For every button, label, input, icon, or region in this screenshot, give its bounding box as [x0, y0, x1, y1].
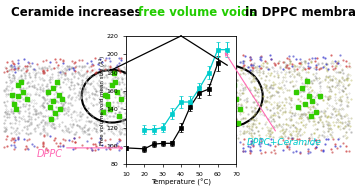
- Y-axis label: Free volume void mean size (Å³): Free volume void mean size (Å³): [99, 56, 105, 145]
- Text: Ceramide increases: Ceramide increases: [11, 6, 145, 19]
- Text: DPPC+Ceramide: DPPC+Ceramide: [247, 138, 321, 147]
- Text: free volume voids: free volume voids: [138, 6, 257, 19]
- X-axis label: Temperature (°C): Temperature (°C): [151, 178, 211, 186]
- Text: DPPC: DPPC: [37, 149, 63, 159]
- Text: in DPPC membranes: in DPPC membranes: [241, 6, 355, 19]
